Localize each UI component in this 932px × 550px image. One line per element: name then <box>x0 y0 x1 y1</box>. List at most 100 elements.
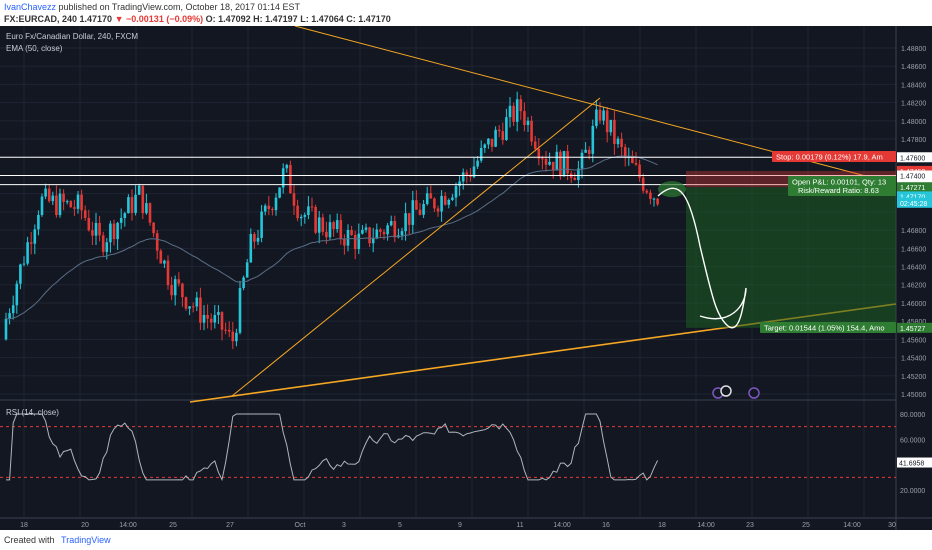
price-tick-label: 1.46000 <box>901 301 926 308</box>
candle-body <box>587 149 591 154</box>
candle-body <box>368 227 371 244</box>
candle-body <box>548 161 551 165</box>
candle-body <box>29 242 33 244</box>
created-with-text: Created with <box>4 535 55 545</box>
candle-body <box>526 120 530 126</box>
price-tick-label: 1.47800 <box>901 137 926 144</box>
ema-line <box>5 155 658 320</box>
candle-body <box>562 151 566 177</box>
candle-body <box>105 242 109 252</box>
candle-body <box>181 283 184 298</box>
candle-body <box>278 187 281 198</box>
candle-body <box>465 172 469 175</box>
candle-body <box>645 190 649 193</box>
symbol-legend: Euro Fx/Canadian Dollar, 240, FXCM <box>6 32 139 41</box>
time-tick-label: 20 <box>81 522 89 529</box>
candle-body <box>508 105 512 118</box>
candle-body <box>634 162 638 165</box>
candle-body <box>584 149 587 153</box>
chart-area[interactable]: Stop: 0.00179 (0.12%) 17.9, Am Open P&L: … <box>0 25 932 530</box>
candle-body <box>11 305 15 314</box>
target-label-box <box>760 322 896 333</box>
candle-body <box>479 147 483 161</box>
candle-body <box>83 210 87 218</box>
candle-body <box>73 207 76 209</box>
candle-body <box>533 141 537 149</box>
candle-body <box>231 331 235 342</box>
candle-body <box>346 230 350 246</box>
candle-body <box>580 152 584 169</box>
candle-body <box>33 229 37 244</box>
price-tick-label: 1.46600 <box>901 246 926 253</box>
candle-body <box>310 206 314 208</box>
candle-body <box>458 181 461 187</box>
candle-body <box>4 318 8 340</box>
candle-body <box>91 230 94 236</box>
symbol-name: FX:EURCAD, 240 <box>4 14 78 24</box>
candle-body <box>638 164 641 178</box>
open-pl-box <box>788 176 896 196</box>
price-label-box <box>897 197 932 208</box>
candle-body <box>483 144 487 148</box>
candle-body <box>213 314 217 323</box>
candle-body <box>595 109 598 126</box>
candle-body <box>47 188 51 202</box>
price-chart-svg[interactable]: Stop: 0.00179 (0.12%) 17.9, Am Open P&L: … <box>0 25 932 530</box>
entry-marker <box>658 181 686 198</box>
candle-body <box>555 151 559 171</box>
price-label: 02:45:28 <box>900 201 927 208</box>
candle-body <box>299 216 303 219</box>
candle-body <box>8 313 11 319</box>
candle-body <box>361 229 364 234</box>
candle-body <box>296 205 299 219</box>
candle-body <box>519 99 523 112</box>
candle-body <box>407 213 411 225</box>
time-tick-label: 18 <box>658 522 666 529</box>
candle-body <box>631 156 634 163</box>
candle-body <box>415 200 418 210</box>
author-link[interactable]: IvanChavezz <box>4 2 57 12</box>
candle-body <box>271 209 274 211</box>
candle-body <box>425 193 429 205</box>
candle-body <box>112 223 116 240</box>
candle-body <box>130 197 134 213</box>
candle-body <box>145 203 148 214</box>
candle-body <box>191 306 195 308</box>
candle-body <box>472 166 476 178</box>
candle-body <box>613 119 616 145</box>
time-tick-label: 14:00 <box>697 522 715 529</box>
candle-body <box>656 198 659 205</box>
candle-body <box>69 201 73 208</box>
candle-body <box>137 185 141 195</box>
candle-body <box>487 138 490 145</box>
candle-body <box>429 193 433 199</box>
candle-body <box>512 105 515 122</box>
price-tick-label: 1.46200 <box>901 283 926 290</box>
ohlc-close: C: 1.47170 <box>346 14 391 24</box>
price-tick-label: 1.48000 <box>901 119 926 126</box>
candle-body <box>19 264 22 284</box>
candle-body <box>58 193 62 216</box>
candle-body <box>339 220 343 239</box>
rsi-current-label: 41.6958 <box>899 461 924 468</box>
candle-body <box>609 119 613 133</box>
price-label: 1.47271 <box>900 185 925 192</box>
candle-body <box>400 231 404 236</box>
candle-body <box>152 222 155 234</box>
candle-body <box>55 195 58 216</box>
candle-body <box>382 231 386 235</box>
candle-body <box>422 204 425 215</box>
candle-body <box>195 297 199 307</box>
candle-body <box>515 99 519 122</box>
candle-body <box>389 221 393 226</box>
candle-body <box>235 332 238 342</box>
candle-body <box>443 195 447 205</box>
last-price: 1.47170 <box>79 14 113 24</box>
tradingview-logo[interactable]: TradingView <box>61 535 111 545</box>
time-tick-label: 16 <box>602 522 610 529</box>
publish-header: IvanChavezz published on TradingView.com… <box>0 0 932 26</box>
price-tick-label: 1.45600 <box>901 337 926 344</box>
candle-body <box>623 147 627 158</box>
open-pl-label: Open P&L: 0.00101, Qty: 13 <box>792 178 886 187</box>
publish-line: IvanChavezz published on TradingView.com… <box>4 2 300 12</box>
